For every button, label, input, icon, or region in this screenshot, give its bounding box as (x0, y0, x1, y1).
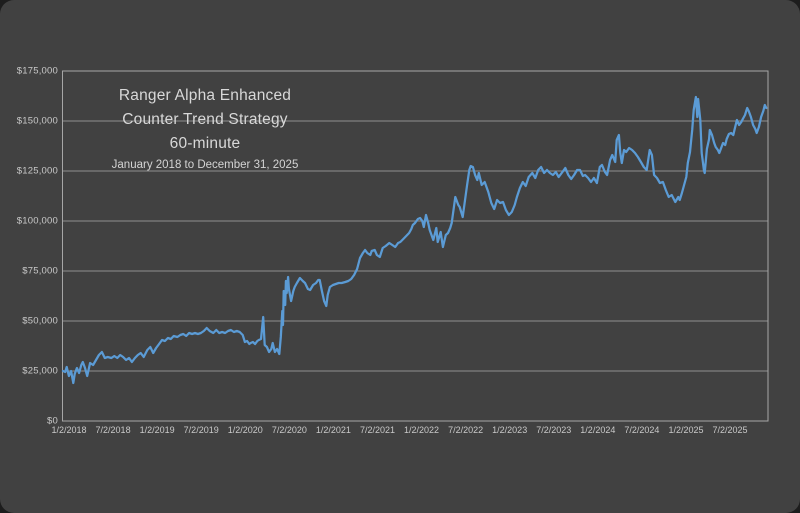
x-tick-label: 1/2/2018 (51, 425, 87, 435)
chart-title-line-3: 60-minute (169, 135, 241, 152)
x-tick-label: 7/2/2023 (536, 425, 572, 435)
plot-area-border (62, 70, 769, 422)
y-tick-label: $75,000 (22, 265, 58, 277)
x-tick-label: 1/2/2020 (227, 425, 263, 435)
x-tick-label: 7/2/2024 (624, 425, 660, 435)
x-tick-label: 7/2/2019 (183, 425, 219, 435)
x-tick-label: 7/2/2022 (448, 425, 484, 435)
x-tick-label: 1/2/2019 (139, 425, 175, 435)
x-tick-label: 7/2/2018 (95, 425, 131, 435)
x-tick-label: 7/2/2020 (271, 425, 307, 435)
y-tick-label: $175,000 (16, 65, 58, 77)
gridlines (62, 70, 768, 422)
x-tick-label: 1/2/2024 (580, 425, 616, 435)
y-tick-label: $150,000 (16, 115, 58, 127)
equity-line-series (61, 95, 768, 385)
y-tick-label: $50,000 (22, 315, 58, 327)
x-tick-label: 1/2/2022 (404, 425, 440, 435)
y-tick-label: $125,000 (16, 165, 58, 177)
y-tick-label: $0 (47, 415, 58, 427)
chart-title-line-2: Counter Trend Strategy (122, 111, 288, 128)
chart-title-line-1: Ranger Alpha Enhanced (118, 87, 292, 104)
x-tick-label: 7/2/2021 (359, 425, 396, 435)
y-tick-label: $25,000 (22, 365, 58, 377)
x-tick-label: 1/2/2025 (668, 425, 704, 435)
x-tick-label: 1/2/2021 (315, 425, 351, 435)
chart-title-block: Ranger Alpha Enhanced Counter Trend Stra… (112, 84, 299, 174)
x-tick-label: 1/2/2023 (492, 425, 528, 435)
chart-subtitle: January 2018 to December 31, 2025 (111, 159, 299, 171)
x-tick-label: 7/2/2025 (712, 425, 748, 435)
y-tick-label: $100,000 (16, 215, 58, 227)
